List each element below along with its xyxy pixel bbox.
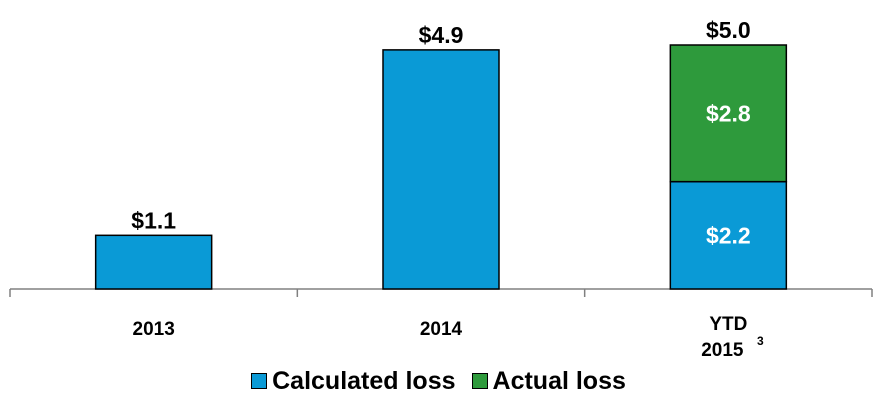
legend-label-actual: Actual loss [492, 366, 626, 395]
x-tick-label: 2013 [133, 319, 175, 340]
x-tick-label: 2015 [701, 340, 744, 361]
legend-item-actual: Actual loss [471, 366, 626, 396]
bar-calculated-1 [382, 49, 500, 290]
bar-value-label: $2.2 [706, 222, 751, 248]
bar-total-label: $4.9 [419, 22, 464, 48]
bar-total-label: $1.1 [131, 207, 176, 233]
bar-actual-2 [669, 44, 788, 183]
legend-swatch-calculated [251, 373, 268, 389]
x-tick-label: YTD [709, 314, 747, 335]
bar-calculated-0 [94, 234, 213, 290]
chart-legend: Calculated loss Actual loss [0, 366, 877, 396]
bar-calculated-2 [669, 180, 788, 290]
bar-total-label: $5.0 [706, 17, 751, 43]
bar-value-label: $2.8 [706, 100, 751, 126]
legend-label-calculated: Calculated loss [272, 366, 456, 395]
x-tick-label: 2014 [420, 319, 463, 340]
legend-item-calculated: Calculated loss [251, 366, 456, 396]
footnote-marker: 3 [757, 334, 764, 348]
legend-swatch-actual [471, 373, 488, 389]
